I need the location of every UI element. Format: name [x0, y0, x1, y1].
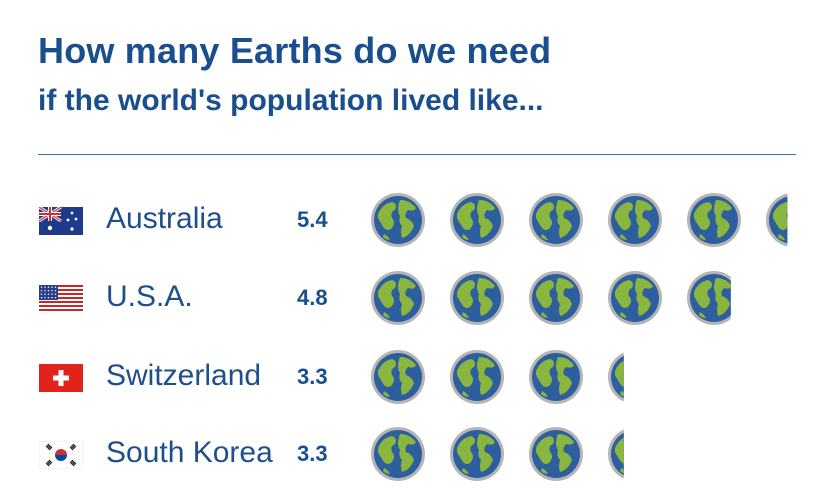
earth-icon — [450, 427, 504, 481]
flag-usa-icon — [39, 285, 83, 313]
earth-icon — [371, 193, 425, 247]
earth-icon — [450, 350, 504, 404]
earth-icon — [608, 427, 624, 481]
flag-australia-icon — [38, 205, 83, 235]
title-divider — [38, 154, 796, 155]
value-label: 3.3 — [297, 364, 328, 389]
earth-icon — [766, 193, 788, 247]
earth-icon — [371, 271, 425, 325]
value-label: 5.4 — [297, 207, 328, 232]
earth-icon — [687, 193, 741, 247]
chart-row: U.S.A. 4.8 — [0, 266, 834, 330]
chart-row: South Korea 3.3 — [0, 422, 834, 486]
earth-bar — [371, 271, 731, 325]
chart-row: Australia 5.4 — [0, 188, 834, 252]
earth-bar — [371, 427, 624, 481]
earth-icon — [450, 193, 504, 247]
value-label: 4.8 — [297, 285, 328, 310]
category-label: Australia — [106, 202, 223, 235]
earth-bar — [371, 350, 624, 404]
earth-icon — [371, 427, 425, 481]
earth-bar — [371, 193, 788, 247]
category-label: South Korea — [106, 436, 273, 469]
chart-title: How many Earths do we need — [38, 30, 552, 71]
earth-icon — [529, 193, 583, 247]
category-label: Switzerland — [106, 359, 262, 392]
earth-icon — [450, 271, 504, 325]
earth-icon — [529, 427, 583, 481]
value-label: 3.3 — [297, 441, 328, 466]
earth-icon — [529, 350, 583, 404]
flag-switzerland-icon — [39, 364, 83, 392]
earth-icon — [687, 271, 731, 325]
earth-icon — [608, 271, 662, 325]
earth-icon — [529, 271, 583, 325]
earth-icon — [608, 350, 624, 404]
earth-icon — [371, 350, 425, 404]
category-label: U.S.A. — [106, 280, 193, 313]
flag-south-korea-icon — [38, 440, 84, 470]
chart-row: Switzerland 3.3 — [0, 345, 834, 409]
earth-icon — [608, 193, 662, 247]
chart-subtitle: if the world's population lived like... — [38, 84, 544, 117]
